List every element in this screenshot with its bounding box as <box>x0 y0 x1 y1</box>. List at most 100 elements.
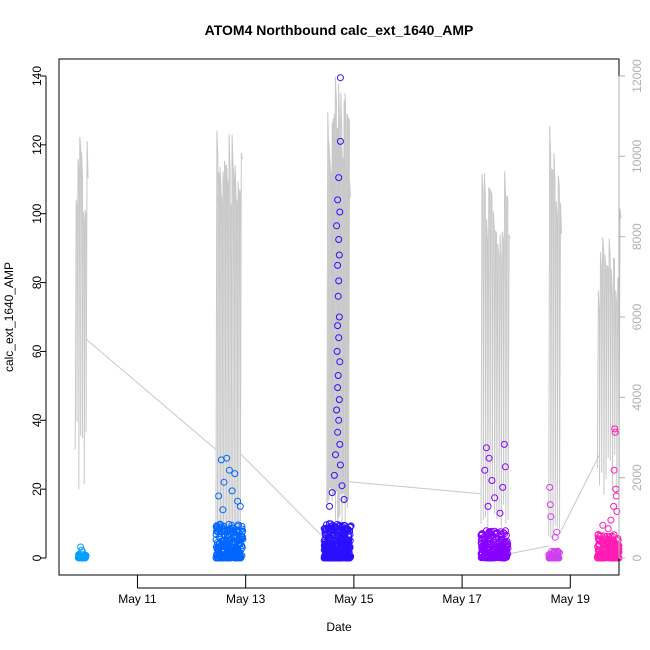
x-axis: May 11 May 13 May 15 May 17 May 19 <box>118 575 590 606</box>
y-axis: 0 20 40 60 80 100 120 140 <box>30 66 47 561</box>
data-point <box>218 528 226 536</box>
data-point <box>607 532 614 540</box>
data-point <box>335 174 343 182</box>
points-layer <box>74 74 623 562</box>
data-point <box>502 527 509 535</box>
y-tick-label: 80 <box>30 276 44 290</box>
data-point <box>346 553 354 561</box>
data-point <box>333 222 341 230</box>
y-tick-label: 120 <box>30 135 44 155</box>
data-point <box>332 451 339 459</box>
data-point <box>237 545 245 553</box>
data-point <box>595 546 603 554</box>
data-point <box>228 487 236 495</box>
data-point <box>546 483 554 491</box>
data-point <box>215 492 223 500</box>
y-tick-label: 140 <box>30 66 44 86</box>
data-point <box>335 251 343 259</box>
data-point <box>607 516 615 524</box>
x-tick-label: May 11 <box>118 592 157 606</box>
data-point <box>226 550 234 558</box>
data-point <box>551 554 558 562</box>
data-point <box>334 428 342 436</box>
data-point <box>337 539 345 547</box>
data-point <box>328 489 336 497</box>
data-point <box>79 548 87 556</box>
data-point <box>321 538 329 546</box>
data-point <box>213 522 221 530</box>
data-point <box>501 463 509 471</box>
data-point <box>481 466 489 474</box>
data-point <box>228 543 236 551</box>
data-point <box>484 531 492 539</box>
data-point <box>219 552 227 560</box>
data-point <box>225 466 233 474</box>
data-point <box>334 322 342 330</box>
data-point <box>614 543 622 550</box>
data-point <box>340 496 348 503</box>
data-point <box>322 554 330 562</box>
data-point <box>604 525 612 533</box>
data-point <box>497 535 505 543</box>
data-point <box>213 527 221 535</box>
y-tick-label: 100 <box>30 203 44 223</box>
data-point <box>347 522 355 530</box>
secondary-line-connector <box>559 453 601 535</box>
data-point <box>485 540 493 548</box>
data-point <box>336 531 344 539</box>
data-point <box>333 347 341 355</box>
y-axis-label: calc_ext_1640_AMP <box>2 262 16 372</box>
data-point <box>500 440 508 448</box>
secondary-line-connector <box>507 545 549 555</box>
data-point <box>219 537 227 544</box>
data-point <box>485 546 492 554</box>
y-tick-label: 20 <box>30 482 44 496</box>
x-axis-label: Date <box>326 620 352 634</box>
data-point <box>330 471 338 479</box>
data-point <box>554 554 562 562</box>
data-point <box>611 425 619 433</box>
data-point <box>236 502 244 510</box>
data-point <box>336 137 344 145</box>
data-point <box>336 440 344 448</box>
data-point <box>611 428 619 436</box>
data-point <box>484 502 492 510</box>
data-point <box>343 554 351 562</box>
data-point <box>601 554 609 562</box>
data-point <box>492 533 500 541</box>
data-point <box>325 524 333 532</box>
chart-title: ATOM4 Northbound calc_ext_1640_AMP <box>205 22 474 38</box>
y-right-tick-label: 4000 <box>630 384 644 411</box>
data-point <box>547 513 555 521</box>
data-point <box>334 292 342 300</box>
data-point <box>612 485 620 493</box>
data-point <box>613 508 621 515</box>
data-point <box>551 533 559 541</box>
data-point <box>326 502 333 510</box>
data-point <box>325 520 333 528</box>
secondary-line-segment <box>480 171 511 528</box>
data-point <box>336 358 344 366</box>
x-tick-label: May 13 <box>226 592 266 606</box>
data-point <box>610 502 618 510</box>
y-right-tick-label: 8000 <box>630 223 644 250</box>
y-tick-label: 40 <box>30 413 44 427</box>
data-point <box>608 540 616 548</box>
x-tick-label: May 17 <box>442 592 482 606</box>
data-point <box>324 524 332 532</box>
data-point <box>499 483 507 491</box>
data-point <box>333 406 341 414</box>
data-point <box>327 534 335 542</box>
data-point <box>479 547 487 555</box>
data-point <box>612 492 620 500</box>
data-point <box>228 528 236 536</box>
data-point <box>237 554 245 562</box>
data-point <box>335 313 343 321</box>
data-point <box>599 521 607 529</box>
y-tick-label: 0 <box>30 554 44 561</box>
data-point <box>502 531 510 539</box>
data-point <box>340 538 348 546</box>
data-point <box>331 547 339 555</box>
data-point <box>546 501 554 509</box>
data-point <box>330 554 338 562</box>
